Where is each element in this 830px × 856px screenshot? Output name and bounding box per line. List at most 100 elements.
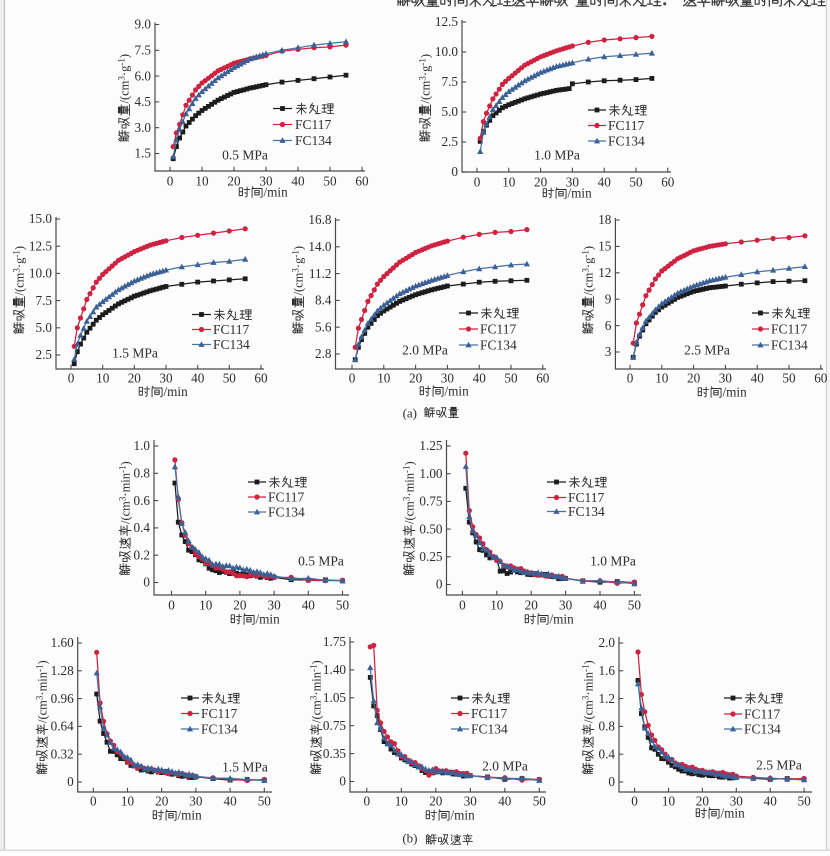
svg-text:20: 20 xyxy=(128,371,142,386)
svg-text:20: 20 xyxy=(409,371,423,386)
svg-text:2.8: 2.8 xyxy=(315,346,332,361)
svg-text:FC117: FC117 xyxy=(608,118,645,133)
svg-text:10: 10 xyxy=(96,371,110,386)
svg-text:1.6: 1.6 xyxy=(599,663,616,678)
svg-text:20: 20 xyxy=(429,794,443,809)
svg-text:60: 60 xyxy=(536,371,550,386)
svg-text:/min: /min xyxy=(451,808,476,823)
svg-text:FC117: FC117 xyxy=(471,706,508,721)
svg-text:FC117: FC117 xyxy=(268,490,305,505)
svg-text:30: 30 xyxy=(259,174,273,189)
svg-text:50: 50 xyxy=(629,175,643,190)
svg-text:0.8: 0.8 xyxy=(134,466,151,481)
svg-text:6: 6 xyxy=(605,318,612,333)
svg-text:14.0: 14.0 xyxy=(308,239,331,254)
svg-text:0: 0 xyxy=(627,371,634,386)
svg-text:/min: /min xyxy=(550,612,575,627)
svg-text:0: 0 xyxy=(608,774,615,789)
svg-text:20: 20 xyxy=(155,794,169,809)
svg-text:10: 10 xyxy=(490,598,504,613)
svg-text:1.2: 1.2 xyxy=(599,691,615,706)
svg-text:40: 40 xyxy=(224,794,238,809)
svg-text:/(cm3·g-1): /(cm3·g-1) xyxy=(581,246,596,296)
svg-text:30: 30 xyxy=(730,794,744,809)
svg-text:FC117: FC117 xyxy=(771,322,808,337)
svg-text:0.75: 0.75 xyxy=(323,718,346,733)
svg-text:40: 40 xyxy=(291,174,305,189)
svg-text:1.05: 1.05 xyxy=(323,690,346,705)
svg-text:1.25: 1.25 xyxy=(419,438,442,453)
svg-text:50: 50 xyxy=(258,794,272,809)
svg-text:30: 30 xyxy=(464,794,478,809)
svg-text:10: 10 xyxy=(662,794,676,809)
svg-text:40: 40 xyxy=(598,175,612,190)
svg-text:10: 10 xyxy=(377,371,391,386)
svg-text:0.25: 0.25 xyxy=(419,549,442,564)
svg-text:30: 30 xyxy=(268,598,282,613)
svg-text:FC117: FC117 xyxy=(480,322,517,337)
svg-text:/min: /min xyxy=(178,808,203,823)
svg-text:/min: /min xyxy=(568,186,593,201)
svg-text:/min: /min xyxy=(445,384,470,399)
svg-text:60: 60 xyxy=(355,174,369,189)
svg-text:(b): (b) xyxy=(402,831,417,846)
svg-text:3: 3 xyxy=(605,344,612,359)
svg-text:5.6: 5.6 xyxy=(315,319,332,334)
svg-text:40: 40 xyxy=(191,371,205,386)
svg-text:2.5 MPa: 2.5 MPa xyxy=(684,343,730,358)
svg-text:FC134: FC134 xyxy=(268,505,305,520)
svg-text:40: 40 xyxy=(751,371,765,386)
svg-text:50: 50 xyxy=(504,371,518,386)
svg-text:/(cm3·min-1): /(cm3·min-1) xyxy=(402,461,417,524)
svg-text:2.5: 2.5 xyxy=(36,347,53,362)
svg-text:50: 50 xyxy=(782,371,796,386)
svg-text:FC134: FC134 xyxy=(744,722,781,737)
svg-text:0.8: 0.8 xyxy=(599,719,616,734)
svg-text:2.5: 2.5 xyxy=(442,134,459,149)
svg-text:10: 10 xyxy=(199,598,213,613)
svg-text:/min: /min xyxy=(264,185,289,200)
svg-text:10.0: 10.0 xyxy=(29,266,52,281)
svg-text:20: 20 xyxy=(227,174,241,189)
svg-text:7.5: 7.5 xyxy=(135,43,152,58)
svg-text:60: 60 xyxy=(814,371,828,386)
svg-text:9.0: 9.0 xyxy=(135,17,152,32)
svg-text:FC134: FC134 xyxy=(213,337,250,352)
svg-text:0: 0 xyxy=(364,794,371,809)
svg-text:20: 20 xyxy=(233,598,247,613)
svg-text:20: 20 xyxy=(534,175,548,190)
svg-text:0: 0 xyxy=(459,598,466,613)
svg-text:1.0: 1.0 xyxy=(134,438,151,453)
svg-text:18: 18 xyxy=(598,212,612,227)
svg-text:12: 12 xyxy=(598,265,611,280)
svg-text:FC134: FC134 xyxy=(201,722,238,737)
svg-text:0.4: 0.4 xyxy=(599,746,616,761)
svg-text:0.75: 0.75 xyxy=(419,494,442,509)
svg-text:40: 40 xyxy=(593,598,607,613)
svg-text:50: 50 xyxy=(323,174,337,189)
svg-text:10: 10 xyxy=(395,794,409,809)
svg-text:(a): (a) xyxy=(403,406,417,421)
svg-text:0: 0 xyxy=(436,577,443,592)
svg-text:10: 10 xyxy=(502,175,516,190)
svg-text:7.5: 7.5 xyxy=(36,293,53,308)
svg-text:0.32: 0.32 xyxy=(51,746,74,761)
svg-text:10: 10 xyxy=(655,371,669,386)
svg-text:30: 30 xyxy=(719,371,733,386)
svg-text:9: 9 xyxy=(605,291,612,306)
svg-text:0.6: 0.6 xyxy=(134,493,151,508)
svg-text:30: 30 xyxy=(189,794,203,809)
svg-text:1.5 MPa: 1.5 MPa xyxy=(222,760,268,775)
svg-text:1.0 MPa: 1.0 MPa xyxy=(590,554,636,569)
svg-text:10: 10 xyxy=(195,174,209,189)
svg-text:1.5 MPa: 1.5 MPa xyxy=(112,346,158,361)
svg-text:2.0 MPa: 2.0 MPa xyxy=(402,343,448,358)
svg-text:30: 30 xyxy=(559,598,573,613)
svg-text:FC117: FC117 xyxy=(744,707,781,722)
svg-text:50: 50 xyxy=(798,794,812,809)
svg-text:0.4: 0.4 xyxy=(134,520,151,535)
svg-text:/(cm3·min-1): /(cm3·min-1) xyxy=(309,660,324,723)
svg-text:FC134: FC134 xyxy=(771,338,808,353)
svg-text:1.60: 1.60 xyxy=(51,635,74,650)
svg-text:50: 50 xyxy=(628,598,642,613)
